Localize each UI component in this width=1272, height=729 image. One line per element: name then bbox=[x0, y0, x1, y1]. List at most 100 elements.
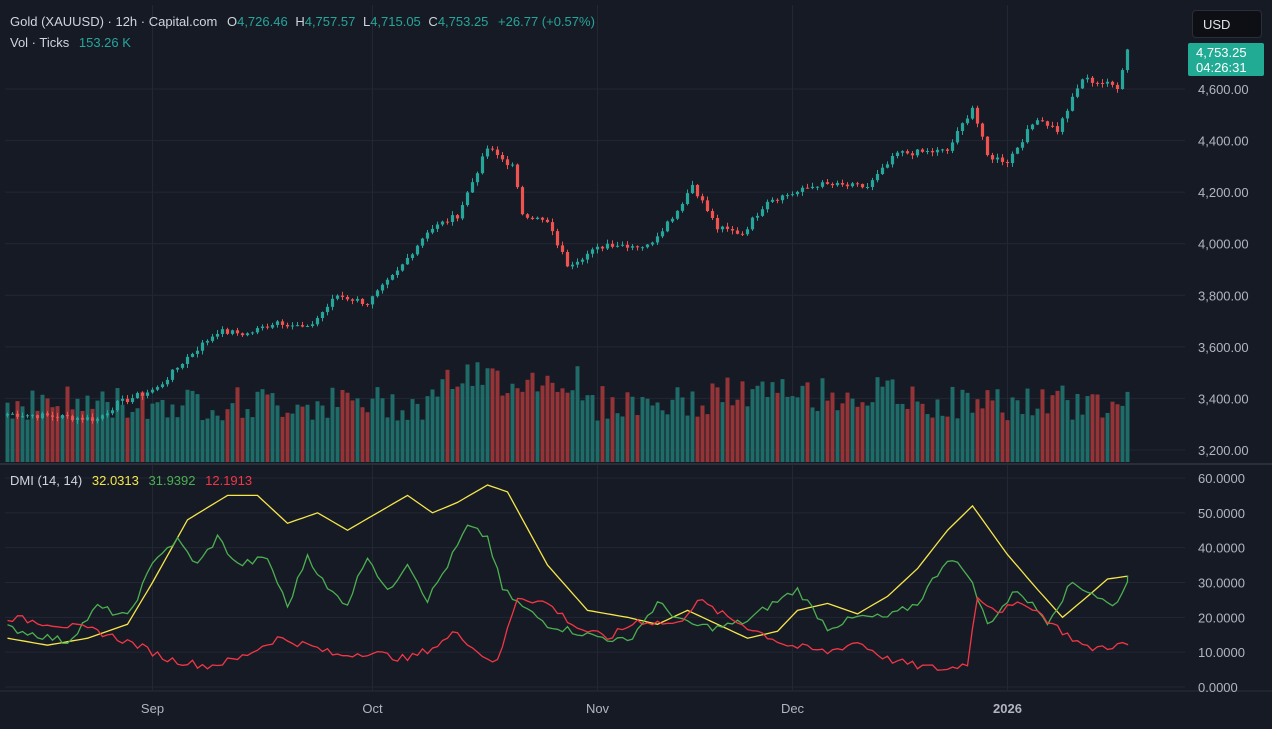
candle-body bbox=[570, 264, 575, 267]
volume-bar bbox=[25, 419, 30, 462]
volume-bar bbox=[1075, 393, 1080, 462]
volume-bar bbox=[975, 399, 980, 462]
candle-body bbox=[220, 329, 225, 334]
candle-body bbox=[260, 326, 265, 329]
volume-bar bbox=[765, 397, 770, 462]
volume-bar bbox=[900, 403, 905, 462]
volume-bar bbox=[1115, 404, 1120, 462]
currency-button[interactable]: USD bbox=[1192, 10, 1262, 38]
volume-bar bbox=[430, 389, 435, 462]
volume-bar bbox=[330, 387, 335, 462]
volume-bar bbox=[600, 386, 605, 462]
time-axis-tick: Nov bbox=[586, 701, 610, 716]
candle-body bbox=[150, 389, 155, 393]
candle-body bbox=[310, 324, 315, 326]
volume-bar bbox=[465, 364, 470, 462]
volume-bar bbox=[200, 420, 205, 462]
volume-bar bbox=[5, 402, 10, 462]
volume-bar bbox=[890, 379, 895, 462]
candle-body bbox=[1120, 70, 1125, 89]
volume-bar bbox=[850, 398, 855, 462]
candle-body bbox=[85, 417, 90, 420]
volume-bar bbox=[845, 392, 850, 462]
volume-bar bbox=[480, 384, 485, 462]
candle-body bbox=[515, 164, 520, 188]
candle-body bbox=[765, 201, 770, 210]
candle-body bbox=[130, 398, 135, 403]
candle-body bbox=[1075, 88, 1080, 97]
candle-body bbox=[565, 251, 570, 267]
volume-bar bbox=[870, 402, 875, 462]
candle-body bbox=[450, 215, 455, 222]
candle-body bbox=[1015, 147, 1020, 154]
volume-bar bbox=[780, 379, 785, 462]
volume-bar bbox=[965, 392, 970, 462]
volume-bar bbox=[1055, 390, 1060, 462]
candle-body bbox=[955, 130, 960, 143]
candle-body bbox=[920, 149, 925, 152]
volume-bar bbox=[420, 419, 425, 462]
volume-bar bbox=[735, 399, 740, 462]
candle-body bbox=[180, 363, 185, 368]
candle-body bbox=[665, 221, 670, 232]
volume-bar bbox=[1065, 400, 1070, 462]
volume-bar bbox=[540, 385, 545, 462]
dmi-axis-tick: 40.0000 bbox=[1198, 541, 1245, 556]
volume-bar bbox=[455, 386, 460, 462]
volume-bar bbox=[255, 391, 260, 462]
candle-body bbox=[225, 329, 230, 334]
volume-bar bbox=[995, 389, 1000, 462]
volume-bar bbox=[405, 419, 410, 462]
volume-bar bbox=[425, 396, 430, 462]
close-label: C bbox=[428, 14, 438, 29]
candle-body bbox=[495, 149, 500, 155]
candle-body bbox=[120, 398, 125, 401]
dmi-axis-tick: 0.0000 bbox=[1198, 680, 1238, 695]
volume-bar bbox=[550, 382, 555, 462]
volume-bar bbox=[475, 362, 480, 462]
candle-body bbox=[175, 367, 180, 370]
volume-bar bbox=[60, 415, 65, 462]
candle-body bbox=[885, 164, 890, 168]
volume-bar bbox=[860, 402, 865, 462]
candle-body bbox=[275, 321, 280, 325]
candle-body bbox=[490, 148, 495, 150]
price-axis-tick: 4,400.00 bbox=[1198, 134, 1249, 149]
volume-bar bbox=[115, 388, 120, 462]
candle-body bbox=[55, 416, 60, 418]
volume-bar bbox=[1095, 394, 1100, 462]
candle-body bbox=[10, 413, 15, 415]
candle-body bbox=[170, 369, 175, 380]
volume-bar bbox=[155, 402, 160, 462]
volume-bar bbox=[225, 409, 230, 462]
volume-bar bbox=[180, 405, 185, 462]
candle-body bbox=[1025, 129, 1030, 143]
candle-body bbox=[430, 228, 435, 233]
candle-body bbox=[445, 221, 450, 223]
candle-body bbox=[715, 217, 720, 230]
volume-bar bbox=[910, 386, 915, 462]
volume-bar bbox=[450, 388, 455, 462]
candle-body bbox=[930, 150, 935, 153]
candle-body bbox=[360, 298, 365, 305]
volume-bar bbox=[395, 420, 400, 462]
volume-bar bbox=[655, 402, 660, 462]
volume-bar bbox=[320, 405, 325, 462]
volume-value: 153.26 K bbox=[78, 35, 131, 50]
candle-body bbox=[550, 222, 555, 232]
volume-bar bbox=[415, 403, 420, 462]
volume-bar bbox=[75, 398, 80, 462]
volume-bar bbox=[340, 389, 345, 462]
candle-body bbox=[15, 413, 20, 417]
candle-body bbox=[305, 325, 310, 327]
candle-body bbox=[440, 221, 445, 225]
candle-body bbox=[1065, 110, 1070, 119]
volume-bar bbox=[770, 382, 775, 462]
candle-body bbox=[205, 340, 210, 343]
volume-bar bbox=[245, 409, 250, 462]
symbol-title: Gold (XAUUSD) · 12h · Capital.com bbox=[10, 14, 218, 29]
candle-body bbox=[825, 182, 830, 184]
volume-bar bbox=[1070, 419, 1075, 462]
